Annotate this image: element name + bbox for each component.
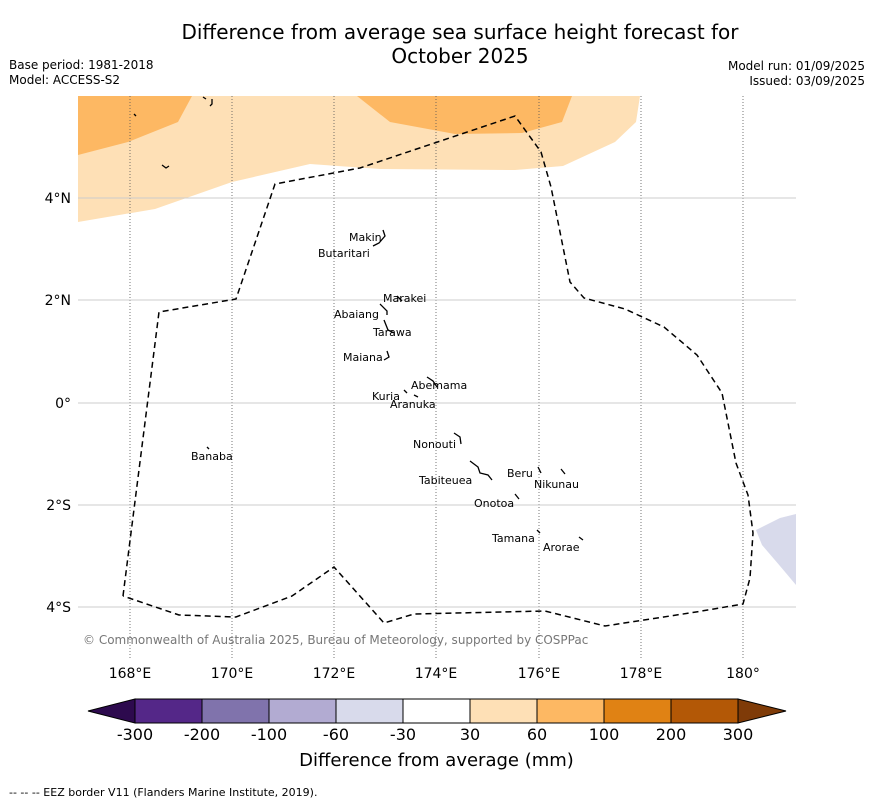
island-tarawa — [383, 319, 395, 334]
label-tamana: Tamana — [491, 532, 535, 545]
label-nonouti: Nonouti — [413, 438, 456, 451]
colorbar-tick-label: 200 — [655, 725, 687, 744]
island-beru — [537, 466, 542, 474]
label-maiana: Maiana — [343, 351, 383, 364]
label-banaba: Banaba — [191, 450, 233, 463]
colorbar-tick-label: 60 — [526, 725, 548, 744]
colorbar-extend-high — [737, 698, 787, 724]
colorbar — [87, 698, 787, 724]
colorbar-extend-low — [87, 698, 136, 724]
lon-tick-labels: 168°E 170°E 172°E 174°E 176°E 178°E 180° — [109, 666, 760, 682]
island-north-c — [209, 99, 213, 107]
island-nikunau — [560, 468, 566, 475]
eez-border — [122, 115, 754, 627]
colorbar-tick-label: -200 — [183, 725, 221, 744]
lat-gridlines — [78, 197, 796, 608]
label-aranuka: Aranuka — [390, 398, 436, 411]
island-north-d — [133, 113, 137, 117]
label-kuria: Kuria — [372, 390, 400, 403]
anomaly-region-60-100-west — [78, 96, 192, 155]
colorbar-tick-label: -60 — [322, 725, 350, 744]
island-aranuka — [413, 394, 419, 398]
place-labels: Makin Butaritari Marakei Abaiang Tarawa … — [191, 231, 580, 554]
island-abemama — [426, 376, 438, 388]
colorbar-swatch — [536, 698, 605, 724]
label-tabiteuea: Tabiteuea — [418, 474, 472, 487]
anomaly-region-neg-30-60 — [756, 514, 796, 585]
colorbar-tick-label: 300 — [722, 725, 754, 744]
title-line-2: October 2025 — [391, 44, 529, 68]
colorbar-tick-label: 100 — [588, 725, 620, 744]
label-butaritari: Butaritari — [318, 247, 370, 260]
island-kuria — [403, 389, 408, 394]
island-banaba — [206, 446, 210, 450]
lat-tick-2n: 2°N — [45, 293, 71, 309]
label-makin: Makin — [349, 231, 382, 244]
lon-tick-180: 180° — [726, 666, 760, 682]
island-onotoa — [514, 493, 520, 500]
lat-tick-0: 0° — [55, 396, 71, 412]
model-run: Model run: 01/09/2025 — [727, 59, 865, 73]
lon-tick-172e: 172°E — [313, 666, 356, 682]
title-line-1: Difference from average sea surface heig… — [181, 20, 739, 44]
lat-tick-4s: 4°S — [46, 600, 71, 616]
lat-tick-2s: 2°S — [46, 498, 71, 514]
meta-right: Model run: 01/09/2025 Issued: 03/09/2025 — [728, 59, 865, 89]
label-abemama: Abemama — [411, 379, 467, 392]
island-arorae — [578, 536, 584, 541]
copyright-text: © Commonwealth of Australia 2025, Bureau… — [83, 633, 588, 647]
colorbar-tick-label: -30 — [389, 725, 417, 744]
island-north-a — [161, 164, 170, 169]
label-beru: Beru — [507, 467, 533, 480]
lon-gridlines — [129, 96, 744, 660]
model-name: Model: ACCESS-S2 — [9, 73, 121, 87]
label-abaiang: Abaiang — [334, 308, 379, 321]
island-makin-butaritari — [372, 229, 386, 247]
meta-left: Base period: 1981-2018 Model: ACCESS-S2 — [9, 58, 154, 88]
chart-title: Difference from average sea surface heig… — [160, 20, 760, 68]
label-tarawa: Tarawa — [372, 326, 412, 339]
lat-tick-4n: 4°N — [45, 191, 71, 207]
label-arorae: Arorae — [543, 541, 580, 554]
island-tabiteuea — [469, 460, 493, 481]
colorbar-swatch — [402, 698, 471, 724]
colorbar-swatch — [201, 698, 270, 724]
island-north-b — [202, 96, 207, 100]
label-onotoa: Onotoa — [474, 497, 514, 510]
lat-tick-labels: 4°N 2°N 0° 2°S 4°S — [45, 191, 72, 616]
label-marakei: Marakei — [383, 292, 426, 305]
colorbar-swatch — [134, 698, 203, 724]
label-nikunau: Nikunau — [534, 478, 579, 491]
lon-tick-174e: 174°E — [415, 666, 458, 682]
island-abaiang — [379, 303, 388, 315]
eez-footnote: -- -- -- EEZ border V11 (Flanders Marine… — [9, 786, 318, 799]
islands — [133, 96, 584, 541]
colorbar-tick-label: -100 — [250, 725, 288, 744]
colorbar-tick-label: 30 — [459, 725, 481, 744]
colorbar-swatch — [335, 698, 404, 724]
colorbar-swatch — [603, 698, 672, 724]
colorbar-swatch — [268, 698, 337, 724]
lon-tick-168e: 168°E — [109, 666, 152, 682]
colorbar-swatch — [469, 698, 538, 724]
anomaly-region-60-100-east — [357, 96, 572, 134]
lon-tick-176e: 176°E — [518, 666, 561, 682]
base-period: Base period: 1981-2018 — [9, 58, 154, 72]
lon-tick-178e: 178°E — [620, 666, 663, 682]
colorbar-ticks: -300 -200 -100 -60 -30 30 60 100 200 300 — [0, 725, 873, 745]
island-nonouti — [453, 432, 462, 445]
colorbar-swatch — [670, 698, 739, 724]
map-plot-area: Makin Butaritari Marakei Abaiang Tarawa … — [78, 96, 796, 660]
colorbar-label: Difference from average (mm) — [299, 750, 574, 771]
colorbar-tick-label: -300 — [116, 725, 154, 744]
island-marakei — [396, 295, 403, 302]
lon-tick-170e: 170°E — [211, 666, 254, 682]
island-tamana — [536, 529, 541, 534]
issued-date: Issued: 03/09/2025 — [749, 74, 865, 88]
island-maiana — [383, 350, 390, 361]
